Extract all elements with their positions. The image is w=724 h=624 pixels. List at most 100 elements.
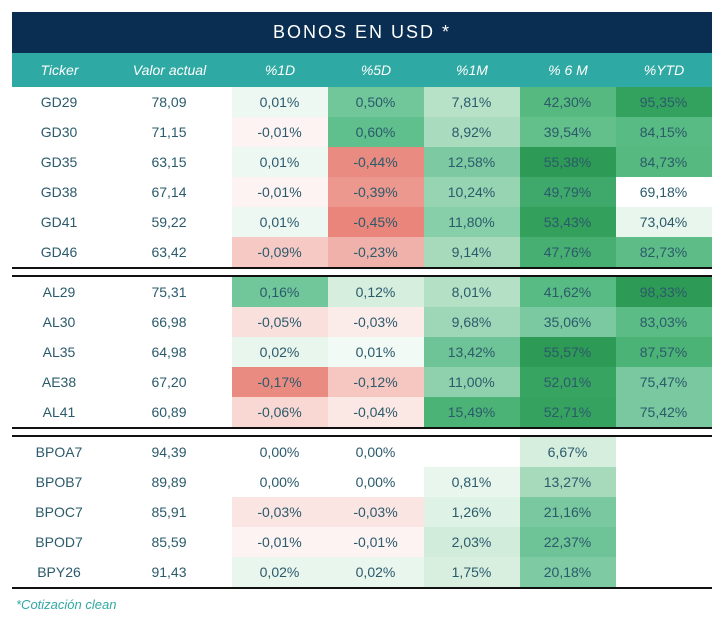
cell-pct: 49,79% [520,177,616,207]
cell-ticker: GD38 [12,177,107,207]
col-header-valor: Valor actual [107,53,232,87]
table-row: BPY2691,430,02%0,02%1,75%20,18% [12,557,712,587]
table-title: BONOS EN USD * [12,12,712,53]
cell-valor: 75,31 [107,277,232,307]
cell-pct: -0,01% [328,527,424,557]
table-row: AL3066,98-0,05%-0,03%9,68%35,06%83,03% [12,307,712,337]
cell-pct: 53,43% [520,207,616,237]
cell-pct: 0,00% [328,437,424,467]
table-row: GD2978,090,01%0,50%7,81%42,30%95,35% [12,87,712,117]
cell-pct: 69,18% [616,177,712,207]
cell-pct: 35,06% [520,307,616,337]
cell-valor: 67,20 [107,367,232,397]
cell-ticker: BPOD7 [12,527,107,557]
cell-pct: 0,50% [328,87,424,117]
cell-pct: -0,39% [328,177,424,207]
cell-pct: 0,01% [328,337,424,367]
cell-ticker: GD35 [12,147,107,177]
col-header-5d: %5D [328,53,424,87]
cell-pct: 47,76% [520,237,616,267]
table-header-row: Ticker Valor actual %1D %5D %1M % 6 M %Y… [12,53,712,87]
col-header-ytd: %YTD [616,53,712,87]
cell-pct: 13,27% [520,467,616,497]
table-row: BPOD785,59-0,01%-0,01%2,03%22,37% [12,527,712,557]
cell-pct: -0,44% [328,147,424,177]
cell-pct: -0,01% [232,527,328,557]
cell-ticker: BPOA7 [12,437,107,467]
cell-pct: 0,02% [232,557,328,587]
cell-pct: -0,05% [232,307,328,337]
col-header-ticker: Ticker [12,53,107,87]
cell-valor: 59,22 [107,207,232,237]
cell-pct: 55,57% [520,337,616,367]
cell-pct: 9,14% [424,237,520,267]
cell-valor: 85,59 [107,527,232,557]
cell-pct: 10,24% [424,177,520,207]
cell-pct: 6,67% [520,437,616,467]
table-row: BPOA794,390,00%0,00%6,67% [12,437,712,467]
cell-pct: 8,01% [424,277,520,307]
cell-pct: 22,37% [520,527,616,557]
table-row: GD3867,14-0,01%-0,39%10,24%49,79%69,18% [12,177,712,207]
cell-pct: 0,12% [328,277,424,307]
cell-pct: 0,01% [232,147,328,177]
cell-pct: -0,23% [328,237,424,267]
cell-pct [424,437,520,467]
cell-pct [616,557,712,587]
cell-pct: -0,03% [232,497,328,527]
cell-ticker: AL41 [12,397,107,427]
table-row: GD4159,220,01%-0,45%11,80%53,43%73,04% [12,207,712,237]
footnote: *Cotización clean [12,589,712,612]
table-row: AL3564,980,02%0,01%13,42%55,57%87,57% [12,337,712,367]
cell-valor: 63,42 [107,237,232,267]
cell-pct: 52,71% [520,397,616,427]
cell-pct: 8,92% [424,117,520,147]
table-row: BPOC785,91-0,03%-0,03%1,26%21,16% [12,497,712,527]
cell-pct [616,527,712,557]
cell-pct: -0,45% [328,207,424,237]
cell-pct: 98,33% [616,277,712,307]
cell-pct: 0,81% [424,467,520,497]
cell-ticker: BPOB7 [12,467,107,497]
cell-pct: 41,62% [520,277,616,307]
cell-valor: 71,15 [107,117,232,147]
cell-pct: 87,57% [616,337,712,367]
cell-pct: 39,54% [520,117,616,147]
table-row: GD4663,42-0,09%-0,23%9,14%47,76%82,73% [12,237,712,267]
cell-ticker: AL35 [12,337,107,367]
cell-valor: 64,98 [107,337,232,367]
cell-pct: 52,01% [520,367,616,397]
cell-pct: 13,42% [424,337,520,367]
table-row: AL2975,310,16%0,12%8,01%41,62%98,33% [12,277,712,307]
cell-valor: 78,09 [107,87,232,117]
cell-ticker: BPY26 [12,557,107,587]
cell-valor: 89,89 [107,467,232,497]
cell-pct: 0,01% [232,87,328,117]
table-row: AE3867,20-0,17%-0,12%11,00%52,01%75,47% [12,367,712,397]
cell-pct: -0,03% [328,307,424,337]
cell-pct: -0,01% [232,117,328,147]
cell-valor: 67,14 [107,177,232,207]
cell-pct: 0,00% [232,467,328,497]
table-row: BPOB789,890,00%0,00%0,81%13,27% [12,467,712,497]
cell-pct: 55,38% [520,147,616,177]
cell-pct: 9,68% [424,307,520,337]
cell-pct: 75,42% [616,397,712,427]
cell-pct: 2,03% [424,527,520,557]
cell-pct: 83,03% [616,307,712,337]
cell-pct: 11,00% [424,367,520,397]
cell-valor: 85,91 [107,497,232,527]
table-row: GD3563,150,01%-0,44%12,58%55,38%84,73% [12,147,712,177]
cell-ticker: AL29 [12,277,107,307]
cell-pct: 75,47% [616,367,712,397]
cell-pct: 73,04% [616,207,712,237]
cell-pct: 82,73% [616,237,712,267]
cell-pct: 11,80% [424,207,520,237]
col-header-1d: %1D [232,53,328,87]
table-body: GD2978,090,01%0,50%7,81%42,30%95,35%GD30… [12,87,712,589]
table-row: AL4160,89-0,06%-0,04%15,49%52,71%75,42% [12,397,712,427]
cell-ticker: GD41 [12,207,107,237]
cell-pct [616,497,712,527]
cell-ticker: GD46 [12,237,107,267]
cell-pct: 1,75% [424,557,520,587]
